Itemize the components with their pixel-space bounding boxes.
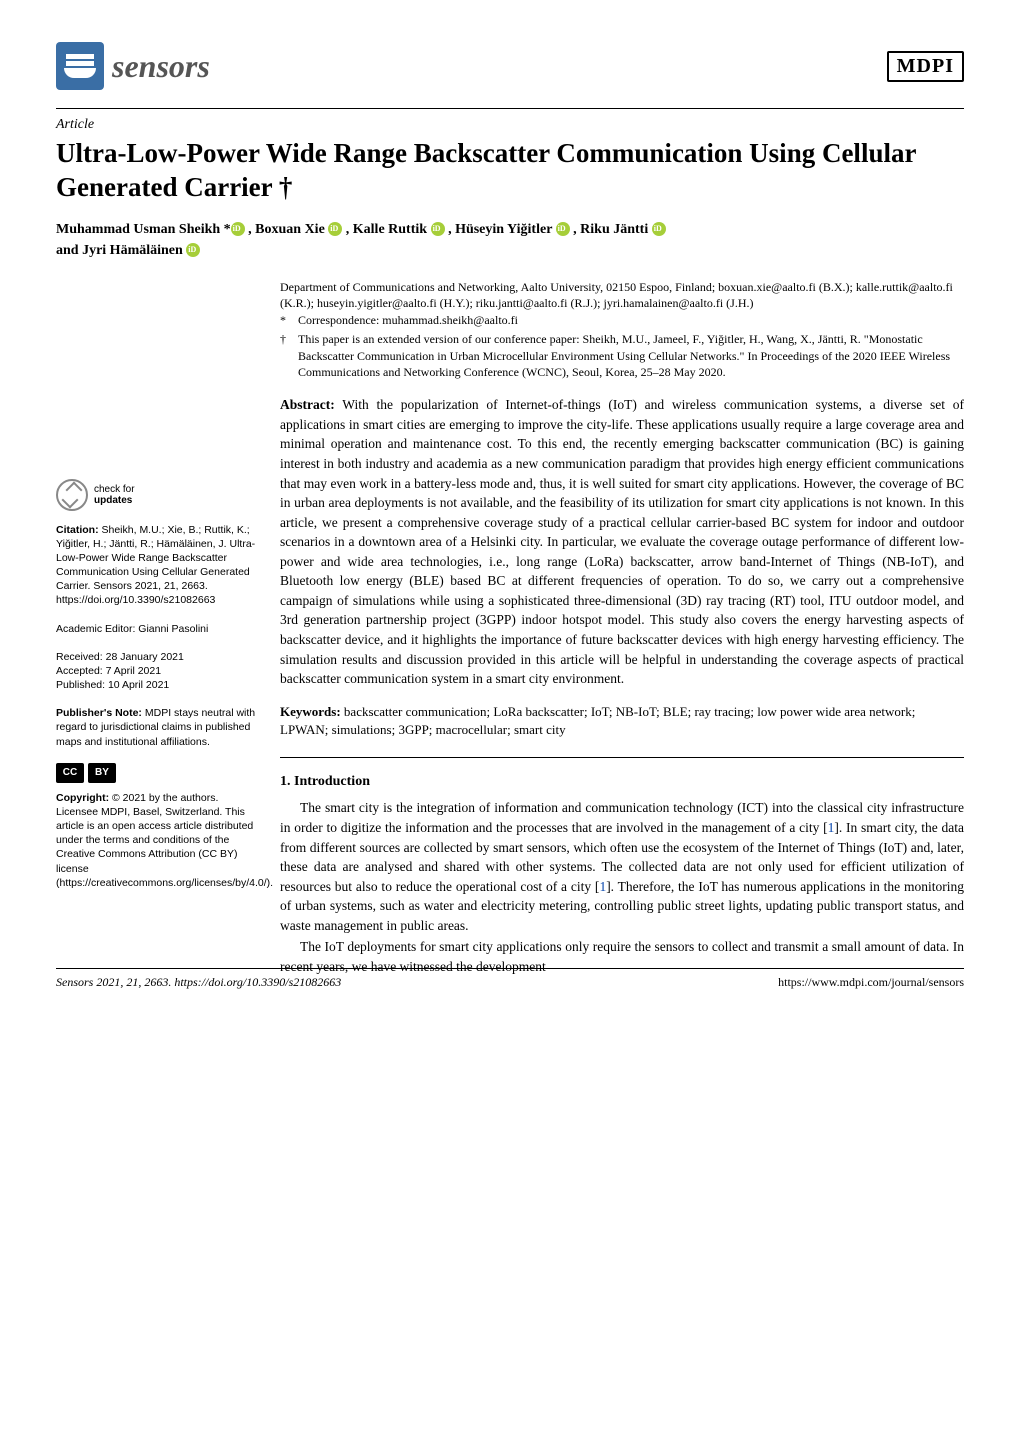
main-column: Department of Communications and Network… (280, 279, 964, 979)
sidebar: check for updates Citation: Sheikh, M.U.… (56, 279, 256, 979)
sensors-icon (56, 42, 104, 90)
updates-icon (56, 479, 88, 511)
article-type: Article (56, 117, 964, 133)
footer-left-text: Sensors 2021, 21, 2663. https://doi.org/… (56, 975, 341, 989)
updates-line1: check for (94, 484, 135, 495)
orcid-icon (328, 222, 342, 236)
author-4: , Hüseyin Yiğitler (448, 222, 552, 237)
editor-block: Academic Editor: Gianni Pasolini (56, 622, 256, 636)
copyright-label: Copyright: (56, 792, 109, 804)
orcid-icon (652, 222, 666, 236)
page-footer: Sensors 2021, 21, 2663. https://doi.org/… (56, 968, 964, 990)
footer-right[interactable]: https://www.mdpi.com/journal/sensors (778, 975, 964, 990)
updates-line2: updates (94, 495, 135, 506)
article-title: Ultra-Low-Power Wide Range Backscatter C… (56, 137, 964, 205)
by-icon: BY (88, 763, 116, 783)
abstract-label: Abstract: (280, 397, 335, 412)
keywords-text: backscatter communication; LoRa backscat… (280, 704, 915, 737)
abstract: Abstract: With the popularization of Int… (280, 395, 964, 688)
affiliation-dept: Department of Communications and Network… (280, 279, 964, 313)
note-text: This paper is an extended version of our… (298, 331, 964, 381)
corr-marker: * (280, 312, 292, 329)
copyright-text: © 2021 by the authors. Licensee MDPI, Ba… (56, 792, 273, 889)
orcid-icon (231, 222, 245, 236)
header-rule (56, 108, 964, 109)
check-updates-badge[interactable]: check for updates (56, 479, 256, 511)
pubnote-label: Publisher's Note: (56, 707, 142, 719)
intro-para-1: The smart city is the integration of inf… (280, 798, 964, 935)
author-1: Muhammad Usman Sheikh * (56, 222, 231, 237)
orcid-icon (186, 243, 200, 257)
author-2: , Boxuan Xie (248, 222, 325, 237)
journal-logo: sensors (56, 42, 210, 90)
cc-icon: CC (56, 763, 84, 783)
citation-block: Citation: Sheikh, M.U.; Xie, B.; Ruttik,… (56, 523, 256, 608)
affiliation-block: Department of Communications and Network… (280, 279, 964, 382)
note-marker: † (280, 331, 292, 381)
author-3: , Kalle Ruttik (346, 222, 427, 237)
publisher-logo: MDPI (887, 51, 964, 82)
author-5: , Riku Jäntti (573, 222, 648, 237)
keywords: Keywords: backscatter communication; LoR… (280, 703, 964, 739)
orcid-icon (431, 222, 445, 236)
journal-name: sensors (112, 48, 210, 85)
publisher-note-block: Publisher's Note: MDPI stays neutral wit… (56, 706, 256, 749)
author-6: and Jyri Hämäläinen (56, 243, 183, 258)
keywords-label: Keywords: (280, 704, 341, 719)
accepted-date: Accepted: 7 April 2021 (56, 664, 256, 678)
intro-heading: 1. Introduction (280, 772, 964, 792)
authors: Muhammad Usman Sheikh * , Boxuan Xie , K… (56, 219, 964, 261)
updates-text: check for updates (94, 484, 135, 506)
copyright-block: Copyright: © 2021 by the authors. Licens… (56, 791, 256, 890)
footer-left: Sensors 2021, 21, 2663. https://doi.org/… (56, 975, 341, 990)
published-date: Published: 10 April 2021 (56, 678, 256, 692)
cc-license-badge: CC BY (56, 763, 256, 783)
corr-text: Correspondence: muhammad.sheikh@aalto.fi (298, 312, 518, 329)
header-bar: sensors MDPI (56, 42, 964, 90)
section-rule (280, 757, 964, 758)
orcid-icon (556, 222, 570, 236)
citation-label: Citation: (56, 524, 99, 536)
dates-block: Received: 28 January 2021 Accepted: 7 Ap… (56, 650, 256, 693)
academic-editor: Academic Editor: Gianni Pasolini (56, 622, 256, 636)
abstract-text: With the popularization of Internet-of-t… (280, 397, 964, 686)
received-date: Received: 28 January 2021 (56, 650, 256, 664)
